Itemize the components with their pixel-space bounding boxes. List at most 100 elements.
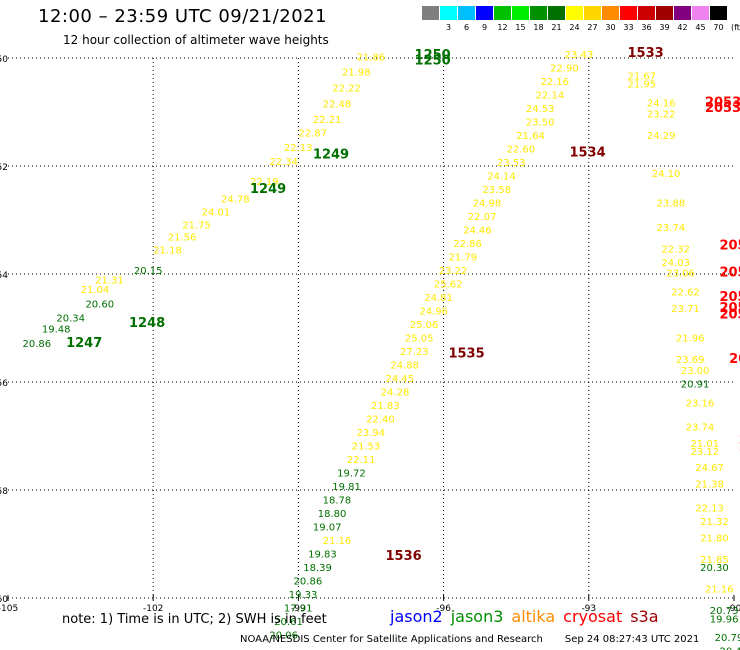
wave-height-label: 17.91 bbox=[284, 604, 313, 615]
wave-height-readings: 21.86 21.98 22.22 22.48 22.21 22.87 22.13 22.34… bbox=[23, 50, 740, 650]
wave-height-label: 22.62 bbox=[671, 288, 700, 299]
mission-s3a: s3a bbox=[630, 607, 659, 626]
wave-height-label: 24.10 bbox=[652, 169, 681, 180]
pass-number-label: 1534 bbox=[569, 145, 605, 160]
pass-number-label: 2053 bbox=[705, 96, 740, 111]
wave-height-label: 19.48 bbox=[42, 324, 71, 335]
wave-height-label: 24.29 bbox=[647, 131, 676, 142]
scale-label: 12 bbox=[497, 23, 508, 32]
scale-label: 45 bbox=[695, 23, 706, 32]
wave-height-label: 20.61 bbox=[274, 617, 303, 628]
scale-swatch bbox=[674, 6, 691, 20]
wave-height-label: 24.67 bbox=[695, 463, 724, 474]
wave-height-label: 21.98 bbox=[342, 67, 371, 78]
scale-swatch bbox=[512, 6, 529, 20]
scale-label: 42 bbox=[677, 23, 688, 32]
wave-height-label: 22.13 bbox=[695, 504, 724, 515]
pass-number-label: 2052 bbox=[719, 290, 740, 305]
scale-label: 9 bbox=[481, 23, 488, 32]
wave-height-label: 21.16 bbox=[323, 536, 352, 547]
wave-height-label: 20.86 bbox=[23, 339, 52, 350]
wave-height-label: 22.40 bbox=[366, 415, 395, 426]
pass-number-label: 2052 bbox=[719, 301, 740, 316]
axis-labels: -105 -102 -99 -96 -93 -90 -50 -52 -54 -56 -58 -60 bbox=[0, 55, 740, 614]
wave-height-label: 20.34 bbox=[56, 314, 85, 325]
wave-height-label: 24.28 bbox=[381, 388, 410, 399]
wave-height-label: 23.16 bbox=[686, 398, 715, 409]
wave-height-label: 18.39 bbox=[303, 563, 332, 574]
scale-swatch bbox=[602, 6, 619, 20]
wave-height-label: 23.53 bbox=[497, 158, 526, 169]
latitude-label: -60 bbox=[0, 595, 8, 605]
wave-height-label: 21.67 bbox=[628, 72, 657, 83]
wave-height-label: 24.88 bbox=[390, 361, 419, 372]
wave-height-label: 24.01 bbox=[202, 208, 231, 219]
wave-height-label: 19.72 bbox=[337, 469, 366, 480]
pass-number-label: 2053 bbox=[705, 101, 740, 116]
mission-legend: jason2 jason3 altika cryosat s3a bbox=[390, 607, 667, 626]
wave-height-label: 20.91 bbox=[681, 379, 710, 390]
wave-height-label: 20.44 bbox=[719, 647, 740, 650]
wave-height-label: 20.30 bbox=[700, 563, 729, 574]
scale-label: 3 bbox=[445, 23, 452, 32]
wave-height-label: 24.96 bbox=[419, 307, 448, 318]
wave-height-label: 22.13 bbox=[284, 143, 313, 154]
wave-height-label: 24.14 bbox=[487, 172, 516, 183]
scale-swatch bbox=[566, 6, 583, 20]
scale-label: 15 bbox=[515, 23, 526, 32]
wave-height-label: 18.80 bbox=[318, 509, 347, 520]
units-note: note: 1) Time is in UTC; 2) SWH is in fe… bbox=[62, 612, 327, 627]
scale-label: 33 bbox=[623, 23, 634, 32]
wave-height-label: 22.86 bbox=[453, 239, 482, 250]
pass-number-label: 1249 bbox=[313, 147, 349, 162]
scale-swatch bbox=[476, 6, 493, 20]
wave-height-label: 23.69 bbox=[676, 355, 705, 366]
wave-height-label: 21.79 bbox=[448, 253, 477, 264]
wave-height-label: 22.11 bbox=[347, 455, 376, 466]
wave-height-label: 22.07 bbox=[468, 212, 497, 223]
wave-height-label: 23.58 bbox=[482, 185, 511, 196]
scale-swatch bbox=[638, 6, 655, 20]
wave-height-label: 22.87 bbox=[298, 128, 327, 139]
scale-unit: (ft) bbox=[730, 23, 740, 32]
wave-height-label: 22.32 bbox=[661, 244, 690, 255]
pass-number-label: 1250 bbox=[415, 48, 451, 63]
wave-height-label: 19.96 bbox=[710, 614, 739, 625]
wave-height-label: 21.32 bbox=[700, 517, 729, 528]
scale-label: 70 bbox=[713, 23, 724, 32]
wave-height-label: 22.21 bbox=[313, 115, 342, 126]
wave-height-label: 21.95 bbox=[628, 80, 657, 91]
scale-swatch bbox=[494, 6, 511, 20]
wave-height-label: 25.62 bbox=[434, 280, 463, 291]
wave-height-label: 20.79 bbox=[715, 633, 740, 644]
page-title: 12:00 – 23:59 UTC 09/21/2021 bbox=[38, 6, 328, 27]
wave-height-label: 18.78 bbox=[323, 496, 352, 507]
wave-height-label: 21.86 bbox=[356, 53, 385, 64]
scale-swatch bbox=[656, 6, 673, 20]
credit-text: NOAA/NESDIS Center for Satellite Applica… bbox=[240, 634, 543, 645]
wave-height-label: 24.98 bbox=[473, 199, 502, 210]
mission-jason2: jason2 bbox=[390, 607, 443, 626]
wave-height-label: 24.78 bbox=[221, 195, 250, 206]
wave-height-label: 20.06 bbox=[269, 631, 298, 642]
pass-number-label: 2052 bbox=[719, 307, 740, 322]
graticule bbox=[7, 57, 735, 601]
scale-swatch bbox=[710, 6, 727, 20]
wave-height-label: 23.00 bbox=[681, 366, 710, 377]
wave-height-label: 21.18 bbox=[153, 245, 182, 256]
wave-height-label: 23.88 bbox=[657, 199, 686, 210]
pass-number-label: 1248 bbox=[129, 316, 165, 331]
wave-height-label: 22.22 bbox=[332, 83, 361, 94]
wave-height-label: 23.94 bbox=[356, 428, 385, 439]
wave-height-label: 21.56 bbox=[168, 233, 197, 244]
pass-number-label: 2052 bbox=[719, 266, 740, 281]
wave-height-label: 22.34 bbox=[269, 157, 298, 168]
pass-number-label: 1247 bbox=[66, 336, 102, 351]
wave-height-label: 19.07 bbox=[313, 523, 342, 534]
wave-height-label: 21.96 bbox=[676, 334, 705, 345]
wave-height-label: 22.90 bbox=[550, 64, 579, 75]
pass-number-label: 1533 bbox=[628, 46, 664, 61]
pass-number-label: 2051 bbox=[739, 440, 740, 455]
